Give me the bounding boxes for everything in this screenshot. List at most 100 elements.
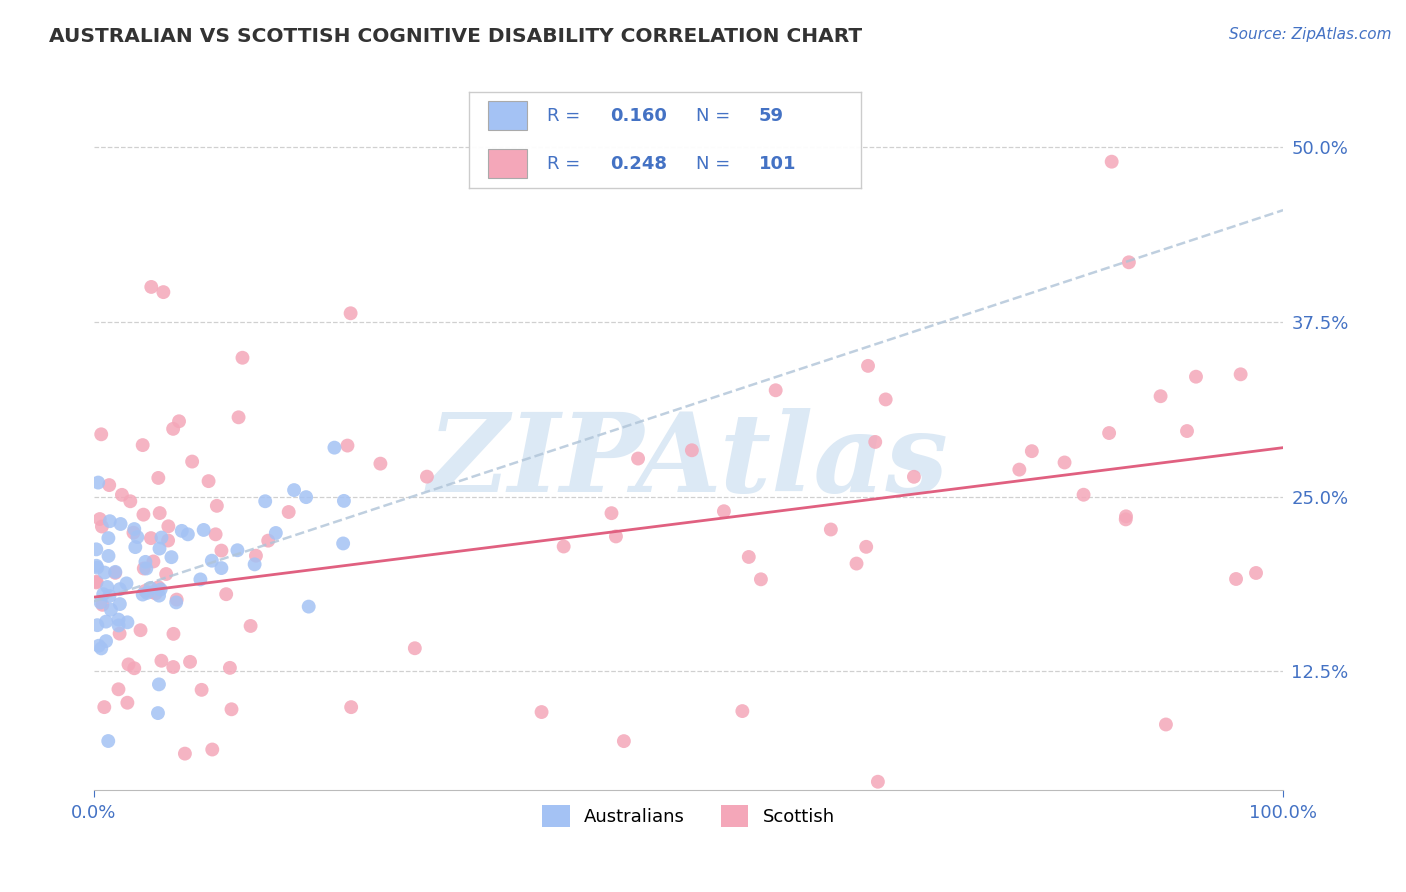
Point — [129, 623, 152, 637]
Point — [333, 494, 356, 508]
Point — [157, 519, 180, 533]
Point — [93, 566, 115, 580]
Point — [1053, 455, 1076, 469]
Point — [738, 549, 761, 564]
Point — [553, 540, 575, 554]
Point — [149, 582, 172, 597]
Point — [201, 554, 224, 568]
Point — [323, 441, 346, 455]
Point — [332, 536, 354, 550]
Point — [298, 599, 321, 614]
Point — [1244, 566, 1267, 580]
Point — [89, 512, 111, 526]
Point — [97, 531, 120, 545]
Point — [277, 505, 299, 519]
Point — [124, 522, 146, 536]
Point — [132, 561, 155, 575]
Point — [152, 285, 174, 299]
Point — [170, 524, 193, 538]
Point — [162, 422, 184, 436]
Point — [139, 581, 162, 595]
Point — [97, 549, 120, 563]
Point — [174, 747, 197, 761]
Point — [108, 597, 131, 611]
Point — [231, 351, 253, 365]
Point — [228, 410, 250, 425]
Point — [600, 506, 623, 520]
Point — [179, 655, 201, 669]
Point — [134, 583, 156, 598]
Point — [749, 572, 772, 586]
Point — [219, 661, 242, 675]
Point — [145, 586, 167, 600]
Text: AUSTRALIAN VS SCOTTISH COGNITIVE DISABILITY CORRELATION CHART: AUSTRALIAN VS SCOTTISH COGNITIVE DISABIL… — [49, 27, 862, 45]
Point — [135, 561, 157, 575]
Point — [1229, 368, 1251, 382]
Point — [165, 595, 187, 609]
Point — [142, 554, 165, 568]
Point — [117, 615, 139, 630]
Point — [177, 527, 200, 541]
Point — [107, 613, 129, 627]
Point — [131, 438, 153, 452]
Point — [1098, 425, 1121, 440]
Point — [1008, 462, 1031, 476]
Point — [87, 475, 110, 490]
Point — [1118, 255, 1140, 269]
Point — [1101, 154, 1123, 169]
Point — [1115, 512, 1137, 526]
Point — [149, 506, 172, 520]
Point — [122, 661, 145, 675]
Point — [1225, 572, 1247, 586]
Text: Source: ZipAtlas.com: Source: ZipAtlas.com — [1229, 27, 1392, 42]
Point — [148, 677, 170, 691]
Point — [90, 595, 112, 609]
Point — [117, 657, 139, 672]
Point — [627, 451, 650, 466]
Point — [820, 523, 842, 537]
Point — [875, 392, 897, 407]
Point — [86, 558, 108, 573]
Point — [162, 627, 184, 641]
Point — [93, 700, 115, 714]
Point — [110, 516, 132, 531]
Point — [209, 543, 232, 558]
Point — [257, 533, 280, 548]
Point — [239, 619, 262, 633]
Point — [370, 457, 392, 471]
Point — [160, 550, 183, 565]
Point — [204, 527, 226, 541]
Point — [1073, 488, 1095, 502]
Point — [254, 494, 277, 508]
Point — [416, 469, 439, 483]
Point — [340, 700, 363, 714]
Point — [713, 504, 735, 518]
Point — [111, 488, 134, 502]
Point — [157, 533, 180, 548]
Point — [205, 499, 228, 513]
Point — [94, 615, 117, 629]
Point — [146, 706, 169, 720]
Text: ZIPAtlas: ZIPAtlas — [427, 409, 949, 516]
Point — [243, 558, 266, 572]
Point — [765, 384, 787, 398]
Point — [221, 702, 243, 716]
Point — [193, 523, 215, 537]
Point — [845, 557, 868, 571]
Point — [201, 742, 224, 756]
Point — [863, 434, 886, 449]
Point — [98, 514, 121, 528]
Point — [215, 587, 238, 601]
Point — [98, 478, 121, 492]
Point — [856, 359, 879, 373]
Point — [245, 549, 267, 563]
Point — [1175, 424, 1198, 438]
Point — [91, 598, 114, 612]
Point — [117, 696, 139, 710]
Point — [122, 525, 145, 540]
Point — [87, 639, 110, 653]
Point — [155, 567, 177, 582]
Point — [148, 471, 170, 485]
Point — [148, 580, 170, 594]
Point — [181, 454, 204, 468]
